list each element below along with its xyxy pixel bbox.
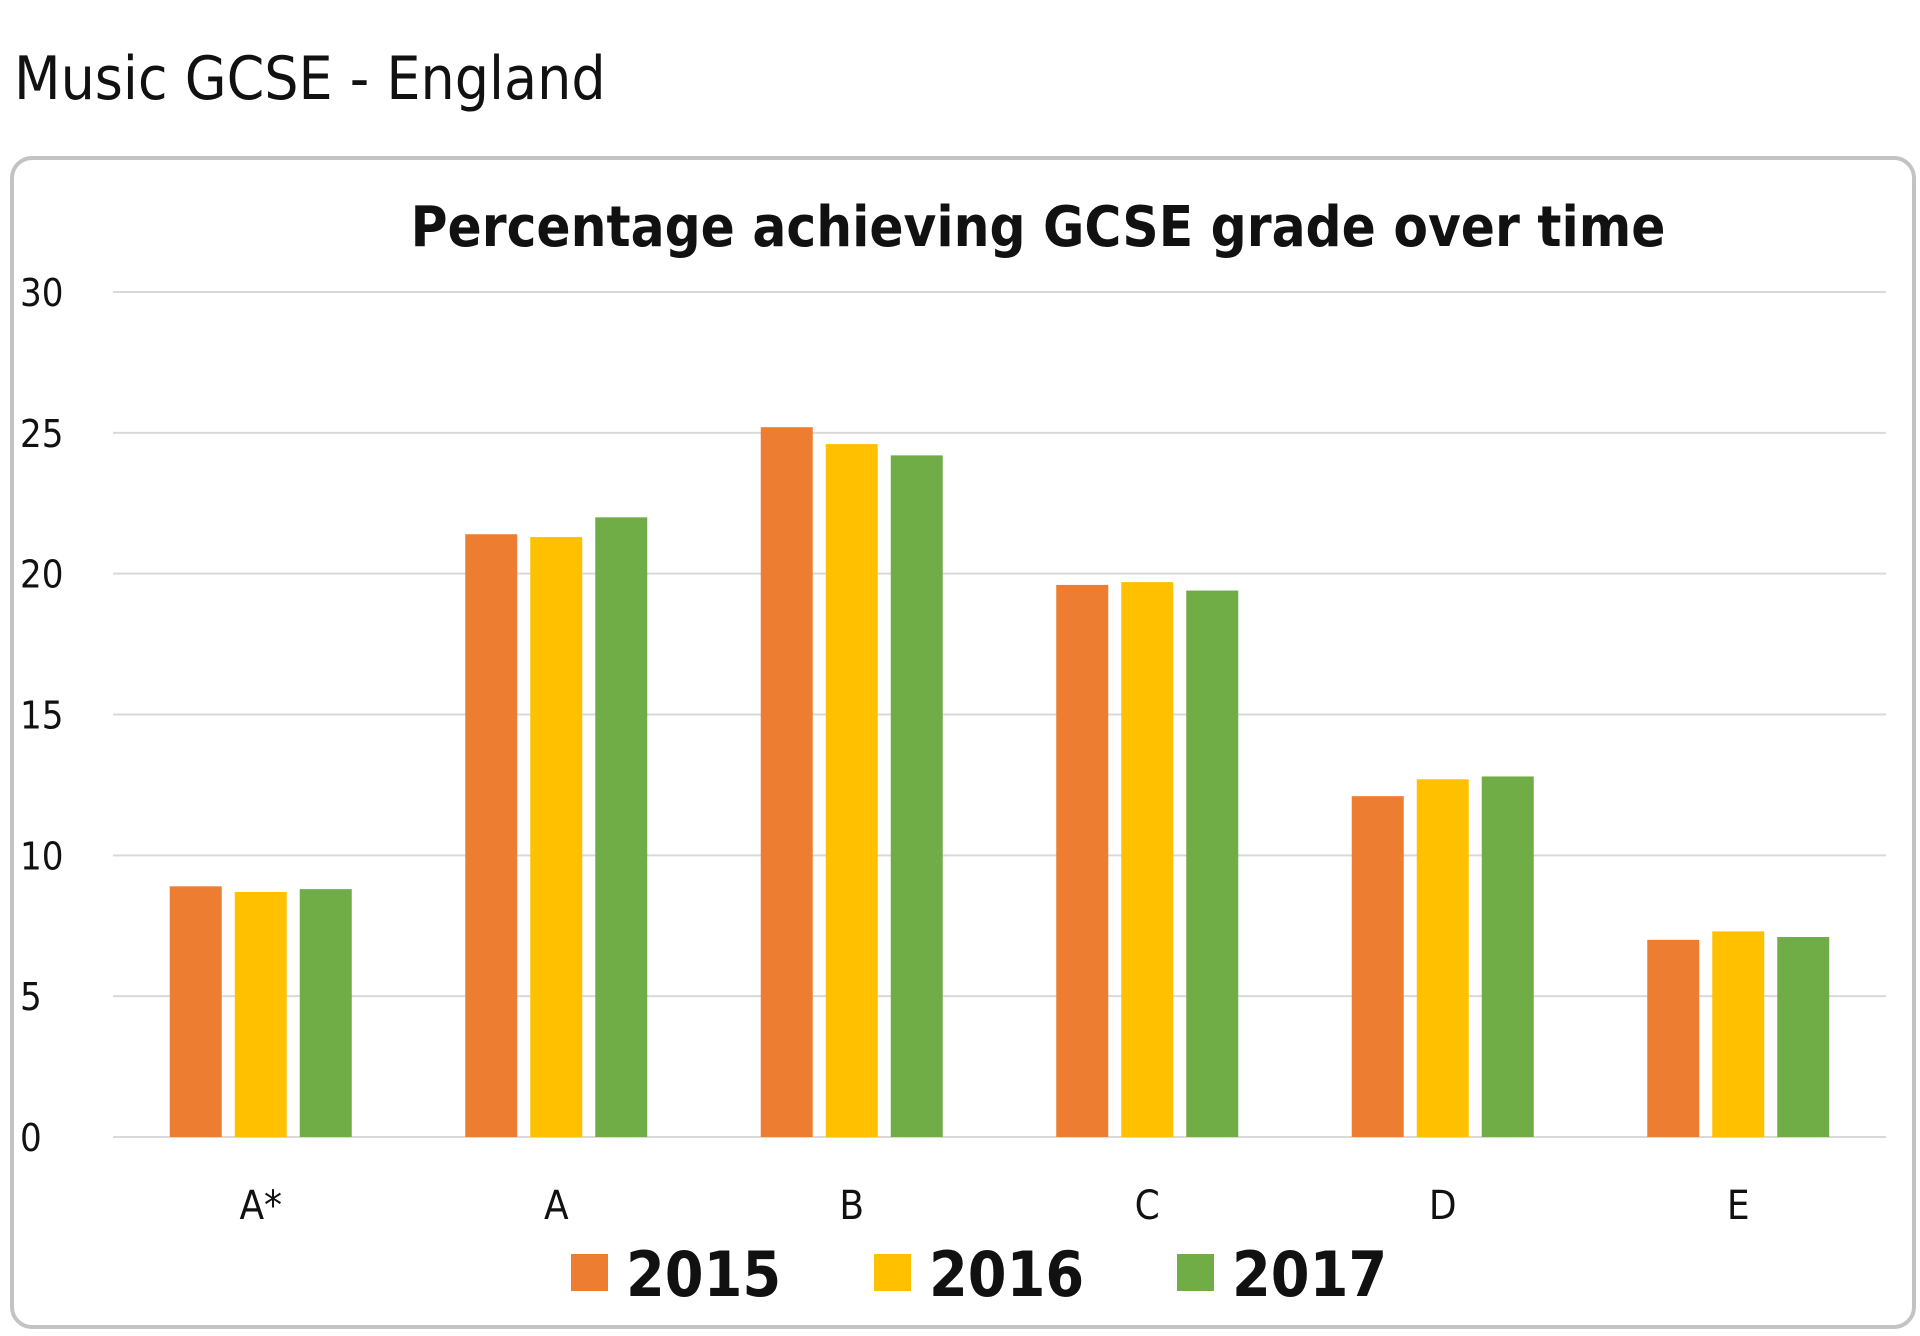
- bar-2016-A*: [234, 891, 287, 1137]
- bar-2017-A: [595, 517, 648, 1137]
- bar-2017-C: [1186, 590, 1239, 1137]
- bar-2015-B: [760, 427, 813, 1137]
- x-tick-label: E: [1727, 1183, 1750, 1229]
- y-tick-label: 25: [20, 412, 64, 456]
- legend-swatch-2016: [874, 1254, 911, 1291]
- legend: 2015 2016 2017: [571, 1238, 1387, 1311]
- legend-swatch-2015: [571, 1254, 608, 1291]
- x-axis-labels: A* A B C D E: [239, 1183, 1749, 1229]
- bar-2017-B: [890, 455, 943, 1137]
- x-tick-label: C: [1135, 1183, 1160, 1229]
- y-axis-ticks: 0 5 10 15 20 25 30: [20, 271, 64, 1160]
- y-tick-label: 5: [20, 975, 42, 1019]
- bar-2017-A*: [299, 889, 352, 1137]
- bar-2015-D: [1351, 796, 1404, 1137]
- legend-swatch-2017: [1177, 1254, 1214, 1291]
- bar-2016-C: [1121, 582, 1174, 1137]
- bar-2015-A*: [169, 886, 222, 1137]
- x-tick-label: A: [544, 1183, 569, 1229]
- y-tick-label: 20: [20, 553, 64, 597]
- chart-frame: [10, 156, 1916, 1329]
- legend-label: 2016: [929, 1238, 1084, 1311]
- x-tick-label: B: [839, 1183, 864, 1229]
- y-tick-label: 30: [20, 271, 64, 315]
- bar-2016-B: [825, 444, 878, 1138]
- y-tick-label: 10: [20, 834, 64, 878]
- legend-label: 2017: [1232, 1238, 1387, 1311]
- x-tick-label: D: [1429, 1183, 1457, 1229]
- y-tick-label: 15: [20, 694, 64, 738]
- gridlines: [113, 291, 1886, 1138]
- chart-title: Percentage achieving GCSE grade over tim…: [411, 195, 1666, 260]
- bars: [169, 427, 1830, 1138]
- bar-2017-E: [1777, 937, 1830, 1137]
- bar-2017-D: [1481, 776, 1534, 1137]
- bar-2016-D: [1416, 779, 1469, 1137]
- bar-2015-C: [1056, 584, 1109, 1137]
- bar-2016-A: [530, 537, 583, 1137]
- y-tick-label: 0: [20, 1116, 42, 1160]
- page-title: Music GCSE - England: [14, 44, 606, 114]
- bar-2015-A: [465, 534, 518, 1137]
- legend-label: 2015: [626, 1238, 781, 1311]
- bar-2015-E: [1647, 939, 1700, 1137]
- x-tick-label: A*: [239, 1183, 282, 1229]
- bar-2016-E: [1712, 931, 1765, 1137]
